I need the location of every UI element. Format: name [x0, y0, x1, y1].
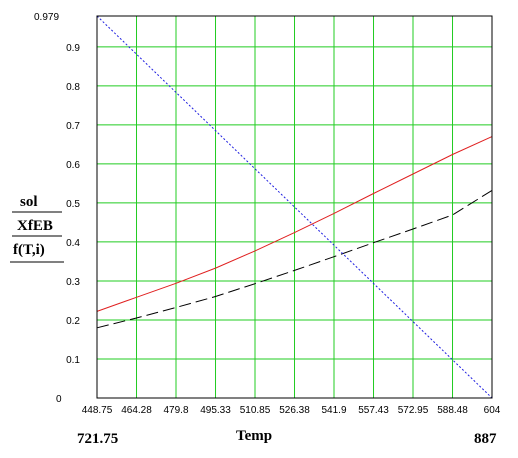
y-min-label: 0 [56, 394, 62, 405]
plot-frame [96, 15, 493, 399]
x-range-right: 887 [474, 431, 497, 447]
y-max-label: 0.979 [34, 12, 59, 23]
series-lines [96, 15, 493, 399]
x-tick-label: 572.95 [398, 405, 429, 416]
y-tick-labels: 0.1 0.2 0.3 0.4 0.5 0.6 0.7 0.8 0.9 [66, 43, 80, 366]
legend-label-sol: sol [20, 194, 38, 210]
x-tick-labels: 448.75 464.28 479.8 495.33 510.85 526.38 541.9… [82, 405, 501, 416]
y-tick-label: 0.2 [66, 316, 80, 327]
y-tick-label: 0.7 [66, 121, 80, 132]
x-tick-label: 479.8 [163, 405, 188, 416]
x-axis-label: Temp [236, 428, 272, 444]
y-tick-label: 0.6 [66, 160, 80, 171]
grid [96, 16, 493, 398]
x-tick-label: 588.48 [437, 405, 468, 416]
x-tick-label: 510.85 [240, 405, 271, 416]
x-tick-label: 464.28 [121, 405, 152, 416]
x-tick-label: 526.38 [279, 405, 310, 416]
series-line-f [96, 15, 493, 399]
y-tick-label: 0.4 [66, 238, 80, 249]
y-tick-label: 0.1 [66, 355, 80, 366]
y-tick-label: 0.9 [66, 43, 80, 54]
x-tick-label: 557.43 [358, 405, 389, 416]
x-tick-label: 448.75 [82, 405, 113, 416]
x-tick-label: 541.9 [321, 405, 346, 416]
y-tick-label: 0.8 [66, 82, 80, 93]
legend-label-xfeb: XfEB [17, 218, 53, 234]
y-tick-label: 0.3 [66, 277, 80, 288]
x-tick-label: 495.33 [200, 405, 231, 416]
x-range-left: 721.75 [77, 431, 118, 447]
y-tick-label: 0.5 [66, 199, 80, 210]
series-line-xfeb [96, 189, 493, 329]
series-line-sol [96, 136, 493, 312]
legend-label-f: f(T,i) [13, 242, 45, 258]
x-tick-label: 604 [484, 405, 501, 416]
